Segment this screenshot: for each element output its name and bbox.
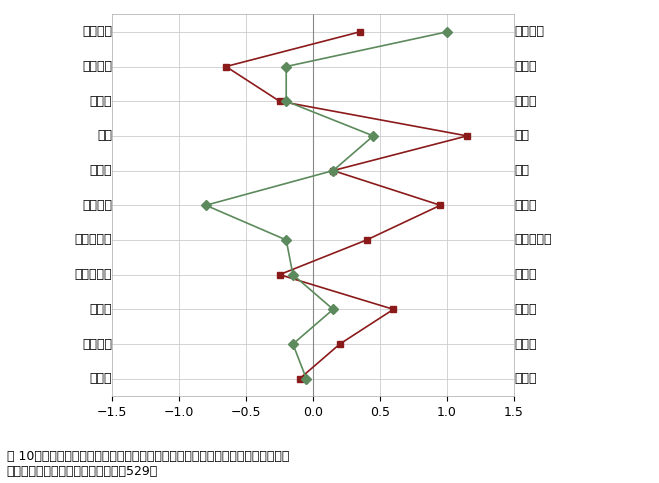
Text: 女が多そう: 女が多そう bbox=[514, 233, 552, 246]
Text: 革新的: 革新的 bbox=[90, 95, 112, 108]
Text: 庶民的な: 庶民的な bbox=[82, 338, 112, 351]
Text: 明るい: 明るい bbox=[90, 164, 112, 177]
Text: 派手な: 派手な bbox=[514, 303, 536, 316]
Text: 高級な: 高級な bbox=[514, 338, 536, 351]
Text: 開放的: 開放的 bbox=[90, 372, 112, 385]
Text: 高偏差値: 高偏差値 bbox=[82, 25, 112, 38]
Text: 伝統的: 伝統的 bbox=[514, 95, 536, 108]
Text: 図 10　学内アンケートにおけるジャージ・私服の人物の写った景観写真の印象と
　大学イメージの平均値の差（ｎ＝529）: 図 10 学内アンケートにおけるジャージ・私服の人物の写った景観写真の印象と 大… bbox=[7, 450, 289, 478]
Text: 暗い: 暗い bbox=[514, 164, 529, 177]
Text: 閉鎖的: 閉鎖的 bbox=[514, 372, 536, 385]
Text: 静かな: 静かな bbox=[514, 268, 536, 281]
Text: 低偏差値: 低偏差値 bbox=[514, 25, 544, 38]
Text: 田舎: 田舎 bbox=[97, 129, 112, 142]
Text: 体育会系: 体育会系 bbox=[82, 199, 112, 212]
Text: 地味な: 地味な bbox=[90, 303, 112, 316]
Text: 都会: 都会 bbox=[514, 129, 529, 142]
Text: 文化系: 文化系 bbox=[514, 199, 536, 212]
Text: おしゃれ: おしゃれ bbox=[82, 60, 112, 73]
Text: にぎやかな: にぎやかな bbox=[74, 268, 112, 281]
Text: 男が多そう: 男が多そう bbox=[74, 233, 112, 246]
Text: ださい: ださい bbox=[514, 60, 536, 73]
